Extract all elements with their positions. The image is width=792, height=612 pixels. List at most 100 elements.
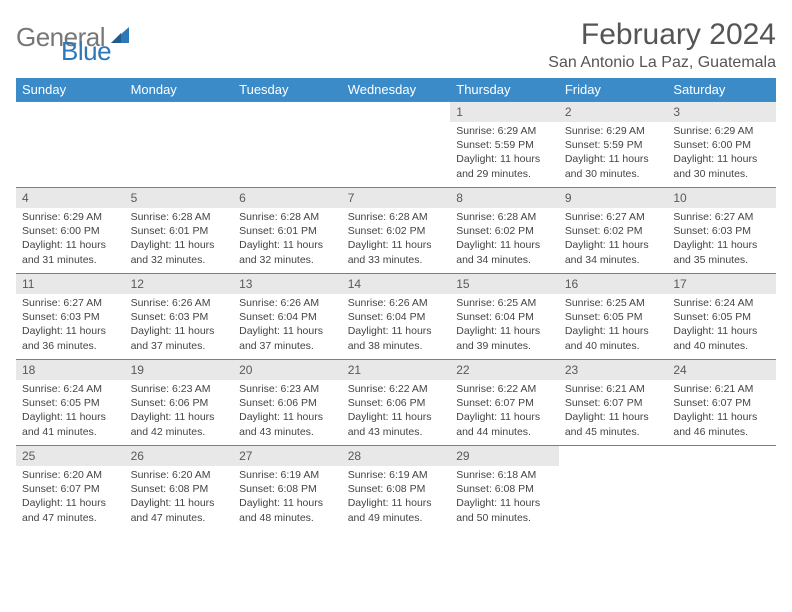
day-details: Sunrise: 6:20 AMSunset: 6:08 PMDaylight:… xyxy=(125,466,234,529)
day-details: Sunrise: 6:22 AMSunset: 6:07 PMDaylight:… xyxy=(450,380,559,443)
day-details: Sunrise: 6:25 AMSunset: 6:04 PMDaylight:… xyxy=(450,294,559,357)
day-number: 8 xyxy=(450,188,559,208)
calendar-cell: 15Sunrise: 6:25 AMSunset: 6:04 PMDayligh… xyxy=(450,274,559,360)
calendar-cell: 21Sunrise: 6:22 AMSunset: 6:06 PMDayligh… xyxy=(342,360,451,446)
calendar-cell: 1Sunrise: 6:29 AMSunset: 5:59 PMDaylight… xyxy=(450,102,559,188)
calendar-cell: 8Sunrise: 6:28 AMSunset: 6:02 PMDaylight… xyxy=(450,188,559,274)
day-number: 22 xyxy=(450,360,559,380)
calendar-row: 1Sunrise: 6:29 AMSunset: 5:59 PMDaylight… xyxy=(16,102,776,188)
day-details: Sunrise: 6:24 AMSunset: 6:05 PMDaylight:… xyxy=(667,294,776,357)
day-details: Sunrise: 6:25 AMSunset: 6:05 PMDaylight:… xyxy=(559,294,668,357)
day-details: Sunrise: 6:29 AMSunset: 6:00 PMDaylight:… xyxy=(16,208,125,271)
day-number: 26 xyxy=(125,446,234,466)
day-details: Sunrise: 6:27 AMSunset: 6:02 PMDaylight:… xyxy=(559,208,668,271)
weekday-header: Wednesday xyxy=(342,78,451,102)
day-details: Sunrise: 6:19 AMSunset: 6:08 PMDaylight:… xyxy=(342,466,451,529)
weekday-header: Friday xyxy=(559,78,668,102)
day-number: 3 xyxy=(667,102,776,122)
calendar-cell: 4Sunrise: 6:29 AMSunset: 6:00 PMDaylight… xyxy=(16,188,125,274)
location-label: San Antonio La Paz, Guatemala xyxy=(548,54,776,72)
brand-sail-icon xyxy=(109,25,131,50)
brand-logo: General Blue xyxy=(16,18,183,53)
month-title: February 2024 xyxy=(548,18,776,52)
day-number: 27 xyxy=(233,446,342,466)
calendar-cell: 6Sunrise: 6:28 AMSunset: 6:01 PMDaylight… xyxy=(233,188,342,274)
day-details: Sunrise: 6:28 AMSunset: 6:01 PMDaylight:… xyxy=(233,208,342,271)
day-details: Sunrise: 6:27 AMSunset: 6:03 PMDaylight:… xyxy=(667,208,776,271)
day-details: Sunrise: 6:27 AMSunset: 6:03 PMDaylight:… xyxy=(16,294,125,357)
day-number: 29 xyxy=(450,446,559,466)
day-details: Sunrise: 6:26 AMSunset: 6:04 PMDaylight:… xyxy=(342,294,451,357)
header-block: General Blue February 2024 San Antonio L… xyxy=(16,18,776,72)
calendar-cell: 9Sunrise: 6:27 AMSunset: 6:02 PMDaylight… xyxy=(559,188,668,274)
calendar-row: 25Sunrise: 6:20 AMSunset: 6:07 PMDayligh… xyxy=(16,446,776,532)
day-number: 10 xyxy=(667,188,776,208)
calendar-cell: 23Sunrise: 6:21 AMSunset: 6:07 PMDayligh… xyxy=(559,360,668,446)
day-number: 21 xyxy=(342,360,451,380)
day-number: 2 xyxy=(559,102,668,122)
weekday-header-row: Sunday Monday Tuesday Wednesday Thursday… xyxy=(16,78,776,102)
calendar-cell: 17Sunrise: 6:24 AMSunset: 6:05 PMDayligh… xyxy=(667,274,776,360)
weekday-header: Monday xyxy=(125,78,234,102)
day-number: 11 xyxy=(16,274,125,294)
calendar-cell xyxy=(125,102,234,188)
calendar-cell: 3Sunrise: 6:29 AMSunset: 6:00 PMDaylight… xyxy=(667,102,776,188)
calendar-cell: 2Sunrise: 6:29 AMSunset: 5:59 PMDaylight… xyxy=(559,102,668,188)
day-number: 9 xyxy=(559,188,668,208)
day-details: Sunrise: 6:26 AMSunset: 6:04 PMDaylight:… xyxy=(233,294,342,357)
day-details: Sunrise: 6:29 AMSunset: 5:59 PMDaylight:… xyxy=(559,122,668,185)
day-number: 12 xyxy=(125,274,234,294)
calendar-cell xyxy=(342,102,451,188)
weekday-header: Thursday xyxy=(450,78,559,102)
day-number: 6 xyxy=(233,188,342,208)
day-number: 7 xyxy=(342,188,451,208)
day-details: Sunrise: 6:28 AMSunset: 6:02 PMDaylight:… xyxy=(450,208,559,271)
day-number: 5 xyxy=(125,188,234,208)
calendar-cell: 11Sunrise: 6:27 AMSunset: 6:03 PMDayligh… xyxy=(16,274,125,360)
day-details: Sunrise: 6:28 AMSunset: 6:02 PMDaylight:… xyxy=(342,208,451,271)
day-details: Sunrise: 6:22 AMSunset: 6:06 PMDaylight:… xyxy=(342,380,451,443)
calendar-cell: 26Sunrise: 6:20 AMSunset: 6:08 PMDayligh… xyxy=(125,446,234,532)
calendar-cell: 18Sunrise: 6:24 AMSunset: 6:05 PMDayligh… xyxy=(16,360,125,446)
calendar-cell: 29Sunrise: 6:18 AMSunset: 6:08 PMDayligh… xyxy=(450,446,559,532)
calendar-cell: 27Sunrise: 6:19 AMSunset: 6:08 PMDayligh… xyxy=(233,446,342,532)
day-details: Sunrise: 6:23 AMSunset: 6:06 PMDaylight:… xyxy=(233,380,342,443)
calendar-cell: 20Sunrise: 6:23 AMSunset: 6:06 PMDayligh… xyxy=(233,360,342,446)
day-number: 1 xyxy=(450,102,559,122)
calendar-cell xyxy=(667,446,776,532)
calendar-cell: 13Sunrise: 6:26 AMSunset: 6:04 PMDayligh… xyxy=(233,274,342,360)
day-number: 16 xyxy=(559,274,668,294)
brand-blue: Blue xyxy=(61,36,111,66)
calendar-cell xyxy=(16,102,125,188)
day-details: Sunrise: 6:21 AMSunset: 6:07 PMDaylight:… xyxy=(559,380,668,443)
calendar-cell: 7Sunrise: 6:28 AMSunset: 6:02 PMDaylight… xyxy=(342,188,451,274)
calendar-row: 11Sunrise: 6:27 AMSunset: 6:03 PMDayligh… xyxy=(16,274,776,360)
calendar-cell xyxy=(233,102,342,188)
day-details: Sunrise: 6:19 AMSunset: 6:08 PMDaylight:… xyxy=(233,466,342,529)
day-details: Sunrise: 6:29 AMSunset: 6:00 PMDaylight:… xyxy=(667,122,776,185)
calendar-cell: 10Sunrise: 6:27 AMSunset: 6:03 PMDayligh… xyxy=(667,188,776,274)
day-details: Sunrise: 6:29 AMSunset: 5:59 PMDaylight:… xyxy=(450,122,559,185)
calendar-grid: Sunday Monday Tuesday Wednesday Thursday… xyxy=(16,78,776,532)
day-number: 15 xyxy=(450,274,559,294)
day-number: 20 xyxy=(233,360,342,380)
weekday-header: Saturday xyxy=(667,78,776,102)
day-number: 24 xyxy=(667,360,776,380)
calendar-cell xyxy=(559,446,668,532)
day-details: Sunrise: 6:28 AMSunset: 6:01 PMDaylight:… xyxy=(125,208,234,271)
day-details: Sunrise: 6:26 AMSunset: 6:03 PMDaylight:… xyxy=(125,294,234,357)
calendar-cell: 22Sunrise: 6:22 AMSunset: 6:07 PMDayligh… xyxy=(450,360,559,446)
calendar-cell: 24Sunrise: 6:21 AMSunset: 6:07 PMDayligh… xyxy=(667,360,776,446)
calendar-row: 18Sunrise: 6:24 AMSunset: 6:05 PMDayligh… xyxy=(16,360,776,446)
calendar-cell: 25Sunrise: 6:20 AMSunset: 6:07 PMDayligh… xyxy=(16,446,125,532)
day-number: 17 xyxy=(667,274,776,294)
calendar-cell: 28Sunrise: 6:19 AMSunset: 6:08 PMDayligh… xyxy=(342,446,451,532)
day-number: 4 xyxy=(16,188,125,208)
day-details: Sunrise: 6:18 AMSunset: 6:08 PMDaylight:… xyxy=(450,466,559,529)
day-details: Sunrise: 6:23 AMSunset: 6:06 PMDaylight:… xyxy=(125,380,234,443)
day-details: Sunrise: 6:24 AMSunset: 6:05 PMDaylight:… xyxy=(16,380,125,443)
day-number: 28 xyxy=(342,446,451,466)
weekday-header: Tuesday xyxy=(233,78,342,102)
day-details: Sunrise: 6:20 AMSunset: 6:07 PMDaylight:… xyxy=(16,466,125,529)
calendar-cell: 14Sunrise: 6:26 AMSunset: 6:04 PMDayligh… xyxy=(342,274,451,360)
